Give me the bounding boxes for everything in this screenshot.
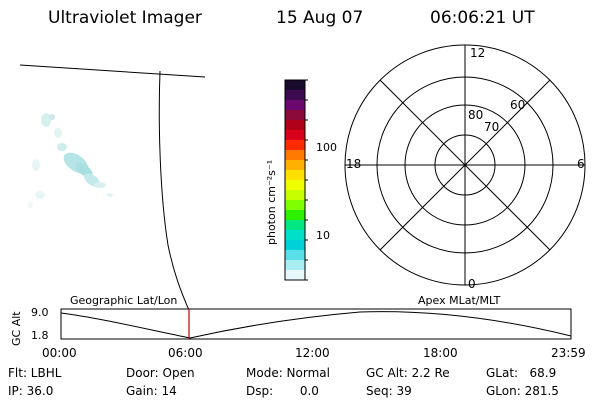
time-tick-0600: 06:00 [168, 346, 203, 360]
colorbar-swatch [285, 170, 305, 181]
colorbar-unit-label: photon cm⁻²s⁻¹ [265, 159, 278, 245]
gc-alt-readout: GC Alt: 2.2 Re [366, 366, 450, 380]
colorbar-swatch [285, 90, 305, 101]
polar-mlat-mlt-plot [344, 44, 586, 286]
colorbar-swatch [285, 220, 305, 231]
altitude-curve [60, 311, 572, 339]
glat-readout: GLat: 68.9 [486, 366, 557, 380]
colorbar-tick-100: 100 [316, 141, 337, 154]
geographic-image-panel [19, 64, 206, 314]
polar-lat-label-70: 70 [484, 120, 500, 134]
colorbar-tick-10: 10 [316, 229, 330, 242]
auroral-emission-pattern [27, 113, 113, 208]
gain-readout: Gain: 14 [126, 384, 177, 398]
colorbar-swatch [285, 130, 305, 141]
colorbar-swatch [285, 160, 305, 171]
colorbar-swatch [285, 270, 305, 281]
colorbar-swatch [285, 120, 305, 131]
observation-time: 06:06:21 UT [430, 8, 535, 28]
time-tick-0000: 00:00 [42, 346, 77, 360]
ip-readout: IP: 36.0 [8, 384, 54, 398]
observation-date: 15 Aug 07 [276, 8, 364, 28]
dsp-readout: Dsp: 0.0 [246, 384, 319, 398]
colorbar-swatch [285, 110, 305, 121]
time-tick-1800: 18:00 [423, 346, 458, 360]
colorbar-swatch [285, 80, 305, 91]
polar-diagonal-2 [379, 79, 551, 251]
polar-mlt-label-6: 6 [577, 157, 585, 171]
glon-readout: GLon: 281.5 [486, 384, 559, 398]
colorbar-swatch [285, 200, 305, 211]
gc-alt-axis-label: GC Alt [10, 311, 23, 346]
time-tick-1200: 12:00 [295, 346, 330, 360]
polar-lat-label-80: 80 [468, 108, 484, 122]
polar-mlt-label-0: 0 [468, 277, 476, 291]
colorbar-swatch [285, 240, 305, 251]
door-readout: Door: Open [126, 366, 195, 380]
colorbar-swatch [285, 180, 305, 191]
altitude-max-label: 9.0 [31, 306, 49, 319]
mode-readout: Mode: Normal [246, 366, 330, 380]
colorbar-swatch [285, 100, 305, 111]
altitude-min-label: 1.8 [31, 329, 49, 342]
polar-mlt-label-12: 12 [470, 46, 486, 60]
filter-readout: Flt: LBHL [8, 366, 62, 380]
colorbar-swatch [285, 140, 305, 151]
colorbar-swatch [285, 250, 305, 261]
colorbar-swatch [285, 230, 305, 241]
colorbar-swatch [285, 260, 305, 271]
colorbar-swatch [285, 190, 305, 201]
sequence-readout: Seq: 39 [366, 384, 412, 398]
color-scale-bar [284, 79, 308, 281]
geographic-coord-label: Geographic Lat/Lon [70, 294, 178, 307]
altitude-strip-frame [60, 308, 572, 340]
polar-lat-label-60: 60 [510, 98, 526, 112]
colorbar-swatch [285, 150, 305, 161]
polar-mlt-label-18: 18 [346, 157, 362, 171]
latitude-line [19, 64, 206, 78]
colorbar-swatch [285, 210, 305, 221]
time-tick-2359: 23:59 [551, 346, 586, 360]
orbit-altitude-strip [60, 308, 572, 340]
instrument-title: Ultraviolet Imager [48, 8, 202, 28]
longitude-line [158, 70, 191, 314]
apex-coord-label: Apex MLat/MLT [418, 294, 501, 307]
